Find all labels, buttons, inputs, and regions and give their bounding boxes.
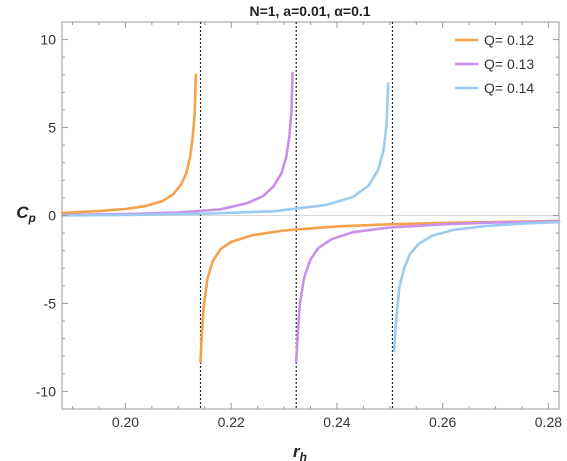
y-axis-ticks: 10 5 0 -5 -10 <box>36 32 559 399</box>
x-tick-label-3: 0.24 <box>323 414 350 430</box>
series-group <box>60 71 561 363</box>
series-2-branch-2 <box>294 220 561 363</box>
y-tick-label-2: 5 <box>48 120 56 136</box>
asymptote-lines <box>199 22 394 409</box>
x-tick-label-2: 0.22 <box>218 414 245 430</box>
series-1-branch-1 <box>60 73 198 215</box>
x-axis-label-sub: h <box>300 450 307 461</box>
legend-label-2: Q= 0.13 <box>484 56 534 72</box>
series-3-branch-1 <box>60 82 390 217</box>
series-2-branch-1 <box>60 71 294 217</box>
y-tick-label-3: 0 <box>48 208 56 224</box>
y-tick-label-1: 10 <box>40 32 56 48</box>
y-tick-label-4: -5 <box>44 295 57 311</box>
x-axis-ticks: 0.20 0.22 0.24 0.26 0.28 <box>72 22 562 430</box>
x-axis-label: rh <box>293 442 307 461</box>
y-tick-label-5: -10 <box>36 383 56 399</box>
series-1-branch-2 <box>199 219 561 363</box>
y-axis-label-main: C <box>16 203 29 222</box>
y-axis-label-sub: p <box>27 211 35 225</box>
x-tick-label-4: 0.26 <box>429 414 456 430</box>
series-3-branch-2 <box>392 220 561 353</box>
x-tick-label-1: 0.20 <box>112 414 139 430</box>
chart-title: N=1, a=0.01, α=0.1 <box>249 3 370 19</box>
y-axis-label: Cp <box>16 203 36 225</box>
legend-label-1: Q= 0.12 <box>484 32 534 48</box>
x-axis-label-main: r <box>293 442 301 461</box>
legend: Q= 0.12 Q= 0.13 Q= 0.14 <box>455 32 534 96</box>
legend-label-3: Q= 0.14 <box>484 80 534 96</box>
x-tick-label-5: 0.28 <box>535 414 562 430</box>
